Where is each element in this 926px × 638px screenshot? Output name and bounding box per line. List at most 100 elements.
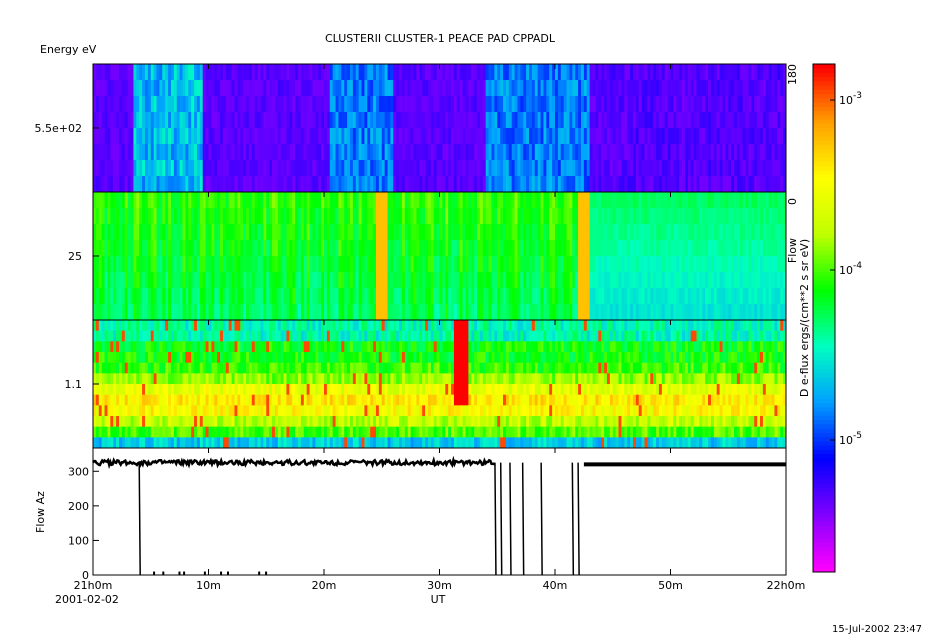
spectrogram-cell — [578, 80, 582, 97]
spectrogram-cell — [205, 80, 209, 97]
spectrogram-cell — [318, 373, 322, 385]
spectrogram-cell — [777, 272, 781, 289]
spectrogram-cell — [251, 128, 256, 145]
spectrogram-cell — [491, 112, 495, 129]
spectrogram-cell — [199, 192, 204, 209]
spectrogram-cell — [298, 256, 302, 273]
spectrogram-cell — [194, 320, 198, 332]
spectrogram-cell — [139, 80, 143, 97]
spectrogram-cell — [136, 256, 140, 273]
spectrogram-cell — [251, 330, 256, 342]
spectrogram-cell — [286, 373, 290, 385]
spectrogram-cell — [572, 144, 576, 161]
spectrogram-cell — [471, 224, 475, 241]
spectrogram-cell — [422, 112, 426, 129]
spectrogram-cell — [459, 112, 463, 129]
spectrogram-cell — [185, 192, 189, 209]
spectrogram-cell — [292, 224, 296, 241]
spectrogram-cell — [661, 304, 666, 321]
spectrogram-cell — [332, 437, 336, 449]
spectrogram-cell — [500, 96, 504, 113]
spectrogram-cell — [479, 240, 484, 257]
spectrogram-cell — [393, 256, 397, 273]
spectrogram-cell — [277, 176, 282, 193]
spectrogram-cell — [592, 192, 596, 209]
spectrogram-cell — [144, 384, 149, 396]
spectrogram-cell — [586, 288, 591, 305]
spectrogram-cell — [762, 288, 767, 305]
spectrogram-cell — [168, 426, 172, 438]
spectrogram-cell — [228, 192, 232, 209]
spectrogram-cell — [563, 224, 567, 241]
spectrogram-cell — [355, 144, 360, 161]
spectrogram-cell — [682, 272, 686, 289]
spectrogram-cell — [335, 437, 339, 449]
spectrogram-cell — [687, 256, 692, 273]
spectrogram-cell — [349, 384, 354, 396]
spectrogram-cell — [136, 192, 140, 209]
spectrogram-cell — [670, 64, 674, 81]
spectrogram-cell — [162, 426, 166, 438]
spectrogram-cell — [179, 224, 183, 241]
spectrogram-cell — [283, 256, 287, 273]
spectrogram-cell — [514, 256, 518, 273]
spectrogram-cell — [586, 112, 591, 129]
spectrogram-cell — [222, 144, 227, 161]
spectrogram-cell — [185, 256, 189, 273]
spectrogram-cell — [107, 373, 111, 385]
spectrogram-cell — [656, 224, 660, 241]
spectrogram-cell — [716, 80, 720, 97]
spectrogram-cell — [231, 288, 235, 305]
spectrogram-cell — [673, 272, 677, 289]
spectrogram-cell — [329, 256, 334, 273]
spectrogram-cell — [624, 304, 628, 321]
spectrogram-cell — [211, 394, 215, 406]
spectrogram-cell — [728, 96, 732, 113]
spectrogram-cell — [306, 362, 310, 374]
spectrogram-cell — [352, 160, 357, 177]
spectrogram-cell — [367, 352, 371, 364]
spectrogram-cell — [427, 80, 432, 97]
spectrogram-cell — [491, 256, 495, 273]
spectrogram-cell — [303, 64, 308, 81]
spectrogram-cell — [777, 64, 781, 81]
spectrogram-cell — [413, 224, 417, 241]
spectrogram-cell — [722, 288, 726, 305]
spectrogram-cell — [595, 96, 599, 113]
spectrogram-cell — [156, 341, 160, 353]
spectrogram-cell — [306, 426, 310, 438]
spectrogram-cell — [280, 373, 284, 385]
spectrogram-cell — [196, 256, 201, 273]
spectrogram-cell — [107, 272, 111, 289]
spectrogram-cell — [748, 112, 752, 129]
spectrogram-cell — [583, 192, 588, 209]
spectrogram-cell — [373, 112, 377, 129]
spectrogram-cell — [176, 192, 181, 209]
spectrogram-cell — [592, 208, 596, 225]
spectrogram-cell — [222, 437, 227, 449]
spectrogram-cell — [228, 426, 232, 438]
spectrogram-cell — [300, 176, 305, 193]
spectrogram-cell — [110, 320, 114, 332]
spectrogram-cell — [248, 144, 253, 161]
spectrogram-cell — [679, 64, 683, 81]
spectrogram-cell — [202, 224, 207, 241]
spectrogram-cell — [248, 128, 253, 145]
spectrogram-cell — [173, 176, 178, 193]
spectrogram-cell — [234, 176, 238, 193]
spectrogram-cell — [650, 304, 654, 321]
spectrogram-cell — [196, 426, 201, 438]
spectrogram-cell — [251, 373, 256, 385]
spectrogram-cell — [425, 208, 429, 225]
spectrogram-cell — [237, 176, 241, 193]
spectrogram-cell — [191, 112, 195, 129]
spectrogram-cell — [606, 272, 611, 289]
spectrogram-cell — [121, 160, 126, 177]
spectrogram-cell — [173, 96, 178, 113]
spectrogram-cell — [511, 272, 515, 289]
spectrogram-cell — [503, 256, 507, 273]
spectrogram-cell — [269, 437, 273, 449]
spectrogram-cell — [783, 128, 787, 145]
spectrogram-cell — [246, 288, 250, 305]
spectrogram-cell — [165, 416, 169, 428]
